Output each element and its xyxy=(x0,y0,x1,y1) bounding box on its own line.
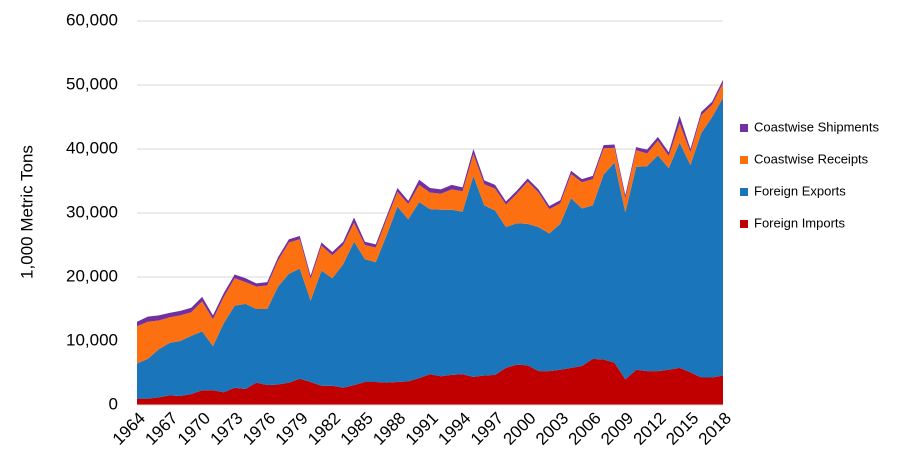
y-axis-title: 1,000 Metric Tons xyxy=(17,145,36,279)
x-tick-label: 2003 xyxy=(532,409,572,449)
legend-label: Foreign Exports xyxy=(754,183,846,198)
y-tick-label: 50,000 xyxy=(66,74,118,93)
x-tick-label: 1973 xyxy=(206,409,246,449)
legend-swatch xyxy=(740,220,748,228)
legend-swatch xyxy=(740,124,748,132)
y-tick-label: 60,000 xyxy=(66,10,118,29)
x-tick-label: 1991 xyxy=(402,409,442,449)
y-tick-label: 20,000 xyxy=(66,266,118,285)
y-tick-label: 10,000 xyxy=(66,330,118,349)
x-tick-label: 1982 xyxy=(304,409,344,449)
x-tick-label: 2015 xyxy=(662,409,702,449)
legend-swatch xyxy=(740,156,748,164)
legend-label: Coastwise Receipts xyxy=(754,151,869,166)
x-tick-label: 1979 xyxy=(272,409,312,449)
legend-label: Foreign Imports xyxy=(754,215,846,230)
x-tick-label: 1994 xyxy=(434,409,474,449)
x-tick-label: 2012 xyxy=(630,409,670,449)
x-tick-label: 1976 xyxy=(239,409,279,449)
x-tick-label: 2018 xyxy=(695,409,735,449)
x-tick-label: 2000 xyxy=(499,409,539,449)
x-tick-label: 1988 xyxy=(369,409,409,449)
y-tick-label: 40,000 xyxy=(66,138,118,157)
x-tick-label: 1964 xyxy=(109,409,149,449)
x-tick-label: 1997 xyxy=(467,409,507,449)
x-tick-label: 1967 xyxy=(141,409,181,449)
y-tick-label: 0 xyxy=(109,394,118,413)
x-tick-label: 1970 xyxy=(174,409,214,449)
x-tick-label: 1985 xyxy=(337,409,377,449)
legend-label: Coastwise Shipments xyxy=(754,119,879,134)
legend-swatch xyxy=(740,188,748,196)
area xyxy=(137,358,723,405)
x-tick-label: 2009 xyxy=(597,409,637,449)
area xyxy=(137,97,723,399)
y-tick-label: 30,000 xyxy=(66,202,118,221)
x-tick-label: 2006 xyxy=(565,409,605,449)
